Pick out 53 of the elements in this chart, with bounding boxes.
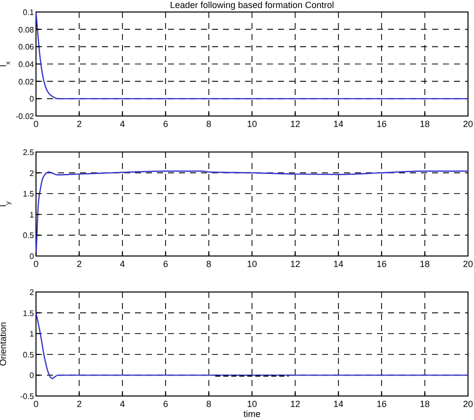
chart-title: Leader following based formation Control xyxy=(170,0,334,10)
x-tick-label: 6 xyxy=(163,119,168,129)
y-tick-label: 0 xyxy=(30,94,35,104)
y-tick-label: 0.08 xyxy=(18,25,35,34)
line-series xyxy=(35,312,469,380)
line-series xyxy=(35,11,469,100)
x-tick-label: 14 xyxy=(333,399,344,409)
x-tick-label: 2 xyxy=(76,399,82,409)
x-axis-title: time xyxy=(243,409,261,419)
x-tick-label: 4 xyxy=(120,399,125,409)
x-tick-label: 10 xyxy=(246,399,258,409)
x-tick-label: 12 xyxy=(290,119,300,129)
x-tick-label: 16 xyxy=(376,259,387,269)
y-tick-label: 1.5 xyxy=(22,308,35,318)
y-tick-label: 2 xyxy=(30,288,35,297)
x-tick-label: 16 xyxy=(376,399,387,409)
x-tick-label: 18 xyxy=(420,259,430,269)
x-tick-label: 20 xyxy=(462,259,474,269)
x-tick-label: 8 xyxy=(206,259,212,269)
x-tick-label: 20 xyxy=(462,119,474,129)
x-tick-label: 10 xyxy=(246,119,258,129)
x-tick-label: 12 xyxy=(290,399,300,409)
y-tick-label: 1 xyxy=(30,210,35,220)
x-tick-label: 16 xyxy=(376,119,387,129)
x-tick-label: 20 xyxy=(462,399,474,409)
y-tick-label: 2 xyxy=(30,168,35,178)
x-tick-label: 2 xyxy=(76,119,82,129)
y-tick-label: 0.1 xyxy=(22,8,35,17)
x-tick-label: 18 xyxy=(420,399,430,409)
y-tick-label: 0.5 xyxy=(22,350,35,360)
x-tick-label: 18 xyxy=(420,119,430,129)
x-tick-label: 6 xyxy=(163,259,168,269)
y-tick-label: 2.5 xyxy=(22,148,35,157)
y-tick-label: 0.5 xyxy=(22,231,35,240)
y-tick-label: 0 xyxy=(30,252,35,261)
x-tick-label: 4 xyxy=(120,259,125,269)
y-tick-label: -0.5 xyxy=(20,392,35,401)
x-tick-label: 4 xyxy=(120,119,125,129)
y-tick-label: 1.5 xyxy=(22,190,35,199)
y-tick-label: 0.02 xyxy=(18,77,35,86)
x-tick-label: 2 xyxy=(76,259,82,269)
y-tick-label: 1 xyxy=(30,330,35,339)
x-tick-label: 8 xyxy=(206,119,212,129)
x-tick-label: 10 xyxy=(246,259,258,269)
y-tick-label: 0 xyxy=(30,371,35,380)
y-tick-label: 0.06 xyxy=(18,42,35,52)
y-tick-label: 0.04 xyxy=(18,60,35,69)
x-tick-label: 6 xyxy=(163,399,168,409)
x-tick-label: 8 xyxy=(206,399,212,409)
x-tick-label: 12 xyxy=(290,259,300,269)
y-tick-label: -0.02 xyxy=(16,112,35,121)
x-tick-label: 14 xyxy=(333,119,344,129)
x-tick-label: 14 xyxy=(333,259,344,269)
